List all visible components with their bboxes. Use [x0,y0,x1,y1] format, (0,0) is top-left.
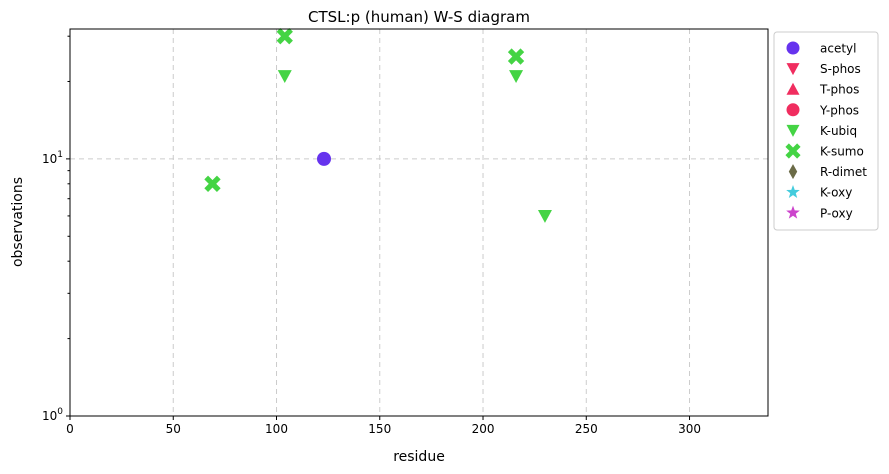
data-point-k-ubiq [277,70,292,84]
legend-label-k-sumo: K-sumo [820,145,864,159]
data-point-k-ubiq [537,209,552,223]
x-tick-label: 200 [472,422,495,436]
x-tick-label: 100 [265,422,288,436]
plot-frame [69,28,769,417]
legend-label-y-phos: Y-phos [819,103,859,117]
legend-label-t-phos: T-phos [819,83,859,97]
x-tick-label: 50 [166,422,181,436]
grid-lines [70,29,768,416]
data-point-k-sumo [276,28,293,45]
legend-label-s-phos: S-phos [820,62,861,76]
legend-label-k-oxy: K-oxy [820,186,852,200]
legend-label-p-oxy: P-oxy [820,206,853,220]
legend-marker-r-dimet [788,164,798,180]
x-tick-label: 250 [575,422,598,436]
data-point-k-sumo [204,175,221,192]
x-tick-label: 150 [368,422,391,436]
data-point-k-ubiq [509,70,524,84]
chart-title: CTSL:p (human) W-S diagram [308,8,530,26]
legend-frame [773,31,879,231]
legend-marker-s-phos [786,63,800,76]
data-point-k-sumo [507,48,525,65]
legend-label-r-dimet: R-dimet [820,165,867,179]
legend: acetyl S-phos T-phos Y-phos K-ubiq K-sumo R-di… [773,31,879,231]
y-axis-label: observations [10,177,26,267]
legend-marker-k-ubiq [786,124,800,137]
x-tick-label: 0 [66,422,74,436]
legend-marker-p-oxy [786,205,800,219]
legend-marker-k-oxy [786,185,800,198]
legend-marker-acetyl [786,41,800,55]
data-points [204,28,552,223]
x-tick-label: 300 [678,422,701,436]
x-axis-label: residue [393,449,445,465]
legend-marker-t-phos [786,82,800,95]
legend-label-k-ubiq: K-ubiq [820,124,857,138]
axis-ticks: 0 50 100 150 200 250 300 100 101 [42,35,701,436]
data-point-acetyl [317,151,332,166]
legend-marker-y-phos [786,103,800,117]
legend-marker-k-sumo [785,143,801,159]
y-tick-label: 100 [42,407,63,423]
y-tick-label: 101 [42,150,63,166]
legend-label-acetyl: acetyl [820,42,856,56]
